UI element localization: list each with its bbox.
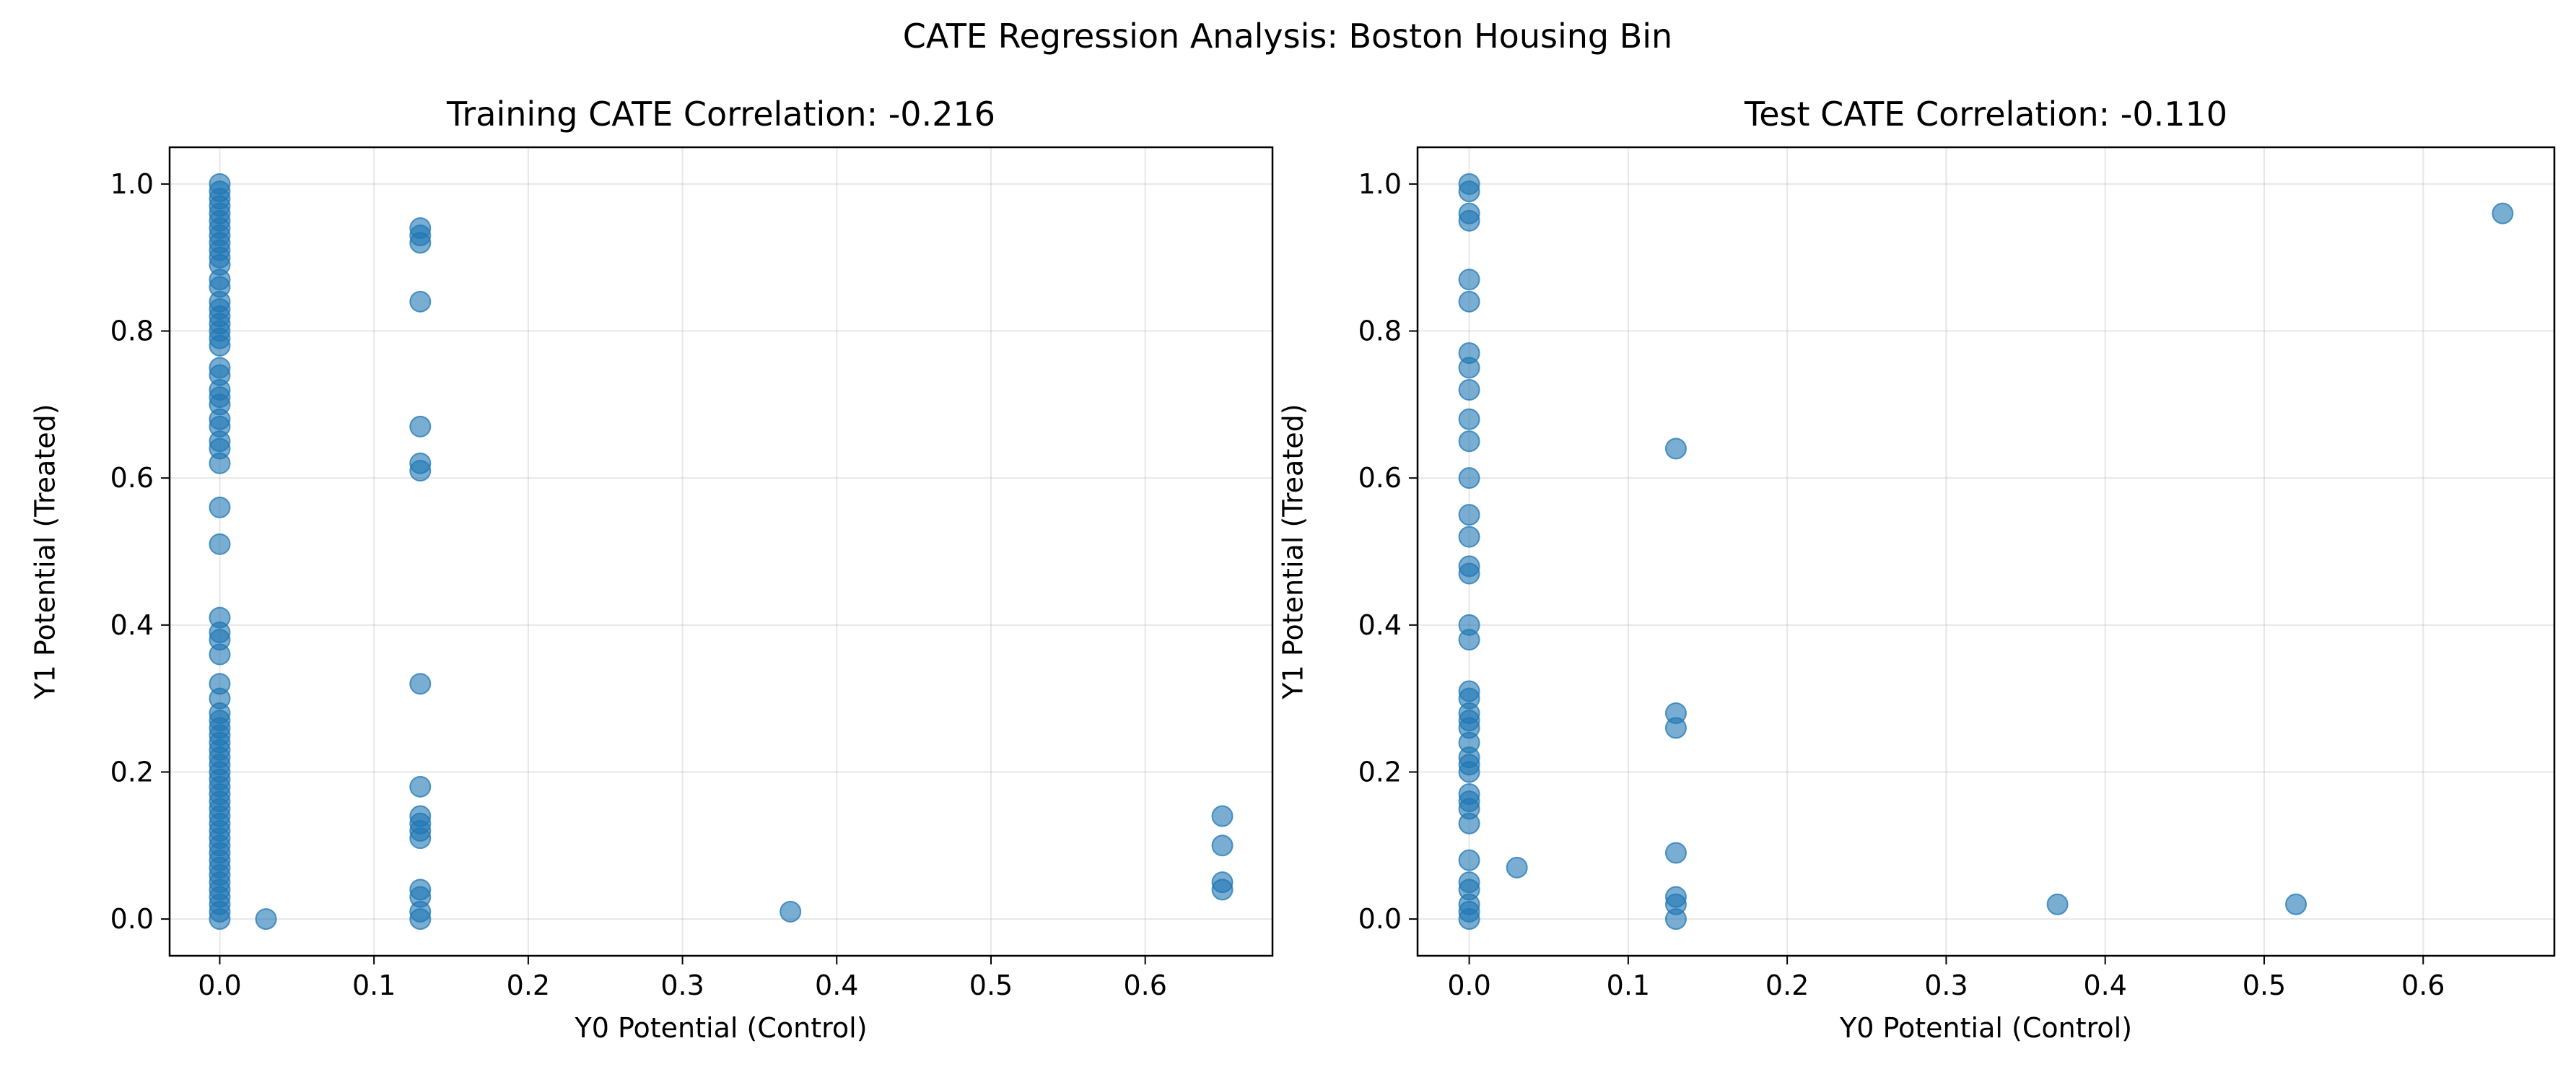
test-data-point: [1458, 562, 1480, 585]
training-y-tick-label: 0.8: [110, 315, 154, 347]
test-y-tick-label: 0.0: [1358, 903, 1402, 935]
test-data-point: [1458, 849, 1480, 871]
test-data-point: [1664, 842, 1687, 864]
test-y-axis-label: Y1 Potential (Treated): [1278, 404, 1309, 700]
test-data-point: [2285, 893, 2308, 915]
test-data-point: [1458, 269, 1480, 291]
training-grid: [170, 147, 1272, 956]
training-x-tick-label: 0.6: [1123, 969, 1166, 1001]
training-data-point: [409, 775, 432, 798]
test-data-point: [1458, 290, 1480, 313]
test-y-tick-label: 1.0: [1358, 168, 1402, 200]
test-data-point: [1458, 408, 1480, 430]
training-x-tick-label: 0.5: [969, 969, 1013, 1001]
training-y-tick-label: 1.0: [110, 168, 154, 200]
training-data-point: [409, 908, 432, 931]
training-data-point: [409, 460, 432, 481]
test-x-tick-label: 0.5: [2243, 969, 2286, 1001]
test-y-ticks: 0.0 0.2 0.4 0.6 0.8 1.0: [1358, 168, 1418, 935]
training-y-axis-label: Y1 Potential (Treated): [30, 404, 61, 700]
test-data-point: [1458, 526, 1480, 548]
test-grid: [1418, 147, 2554, 956]
training-data-point: [409, 290, 432, 313]
test-x-tick-label: 0.4: [2083, 969, 2126, 1001]
training-panel-title: Training CATE Correlation: -0.216: [446, 95, 995, 134]
training-x-ticks: 0.0 0.1 0.2 0.3 0.4 0.5 0.6: [198, 956, 1167, 1001]
training-x-tick-label: 0.2: [507, 969, 550, 1001]
test-data-point: [1458, 467, 1480, 489]
test-data-point: [1458, 209, 1480, 232]
training-data-point: [209, 643, 231, 666]
test-panel-title: Test CATE Correlation: -0.110: [1744, 95, 2227, 134]
training-data-point: [209, 334, 231, 357]
training-y-tick-label: 0.2: [110, 756, 154, 788]
training-data-point: [409, 232, 432, 254]
training-x-tick-label: 0.1: [352, 969, 396, 1001]
training-data-point: [409, 415, 432, 437]
training-data-point: [1211, 834, 1234, 857]
test-data-point: [1458, 180, 1480, 203]
test-y-tick-label: 0.4: [1358, 609, 1402, 641]
training-y-tick-label: 0.0: [110, 903, 154, 935]
test-data-point: [1458, 761, 1480, 783]
training-data-point: [209, 452, 231, 474]
training-data-point: [1211, 879, 1234, 901]
training-panel: Training CATE Correlation: -0.216 0.0 0.1…: [30, 95, 1274, 1044]
training-y-ticks: 0.0 0.2 0.4 0.6 0.8 1.0: [110, 168, 170, 935]
training-data-point: [209, 533, 231, 555]
test-plot-frame: [1416, 146, 2556, 957]
test-x-axis-label: Y0 Potential (Control): [1839, 1012, 2132, 1044]
training-data-point: [209, 908, 231, 931]
training-x-tick-label: 0.0: [198, 969, 241, 1001]
test-y-tick-label: 0.2: [1358, 756, 1402, 788]
test-panel: Test CATE Correlation: -0.110 0.0 0.1 0.2 0…: [1278, 95, 2556, 1044]
test-y-tick-label: 0.6: [1358, 462, 1402, 494]
training-data-point: [409, 827, 432, 850]
test-data-point: [2492, 202, 2514, 225]
training-data-point: [409, 673, 432, 695]
test-data-point: [1458, 629, 1480, 651]
training-plot-frame: [168, 146, 1274, 957]
test-x-tick-label: 0.6: [2401, 969, 2445, 1001]
test-x-tick-label: 0.2: [1765, 969, 1809, 1001]
test-data-point: [1458, 504, 1480, 526]
training-y-tick-label: 0.4: [110, 609, 154, 641]
training-data-point: [255, 908, 277, 931]
test-data-point: [1664, 717, 1687, 739]
test-data-point: [1458, 812, 1480, 834]
training-x-tick-label: 0.3: [660, 969, 704, 1001]
training-x-tick-label: 0.4: [815, 969, 858, 1001]
test-data-point: [1664, 908, 1687, 931]
test-points: [1458, 173, 2514, 931]
figure-suptitle: CATE Regression Analysis: Boston Housing…: [903, 17, 1672, 56]
test-data-point: [2046, 893, 2069, 915]
test-x-tick-label: 0.1: [1607, 969, 1650, 1001]
training-x-axis-label: Y0 Potential (Control): [574, 1012, 867, 1044]
test-data-point: [1458, 379, 1480, 401]
test-data-point: [1458, 430, 1480, 453]
test-data-point: [1458, 357, 1480, 379]
training-y-tick-label: 0.6: [110, 462, 154, 494]
test-data-point: [1664, 437, 1687, 460]
test-data-point: [1458, 908, 1480, 931]
training-data-point: [780, 900, 802, 923]
test-x-tick-label: 0.3: [1924, 969, 1968, 1001]
test-x-tick-label: 0.0: [1447, 969, 1490, 1001]
training-points: [209, 173, 1234, 931]
test-x-ticks: 0.0 0.1 0.2 0.3 0.4 0.5 0.6: [1447, 956, 2445, 1001]
training-data-point: [209, 496, 231, 518]
test-y-tick-label: 0.8: [1358, 315, 1402, 347]
training-data-point: [1211, 805, 1234, 827]
test-data-point: [1506, 856, 1528, 879]
